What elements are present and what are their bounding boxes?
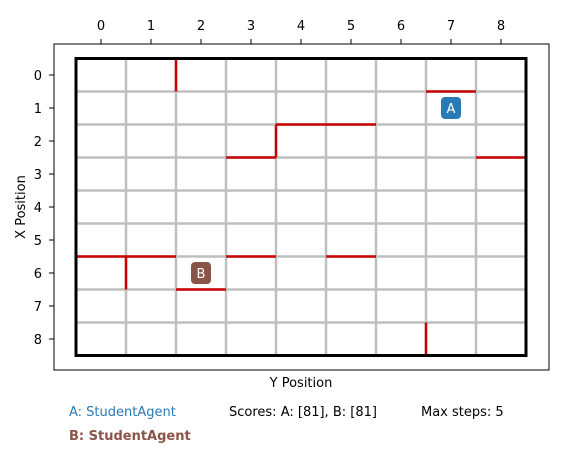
y-tick-label: 4 xyxy=(34,201,42,216)
y-axis-label: X Position xyxy=(14,175,29,239)
y-tick-label: 5 xyxy=(34,234,42,249)
x-tick-label: 5 xyxy=(347,19,355,34)
agent-b-label: B xyxy=(197,267,206,282)
x-tick-label: 6 xyxy=(397,19,405,34)
x-tick-label: 8 xyxy=(497,19,505,34)
x-tick-label: 7 xyxy=(447,19,455,34)
agent-b-legend: B: StudentAgent xyxy=(69,429,191,444)
y-tick-label: 8 xyxy=(34,333,42,348)
agent-b-marker xyxy=(191,262,211,284)
x-axis-label: Y Position xyxy=(269,376,333,391)
game-board: 0 1 2 3 4 5 6 7 8 0 1 2 3 4 5 6 7 8 Y Position X Position A B xyxy=(14,19,550,391)
y-tick-label: 2 xyxy=(34,135,42,150)
y-tick-label: 0 xyxy=(34,69,42,84)
board-border xyxy=(74,57,528,357)
y-tick-label: 3 xyxy=(34,168,42,183)
x-tick-label: 0 xyxy=(97,19,105,34)
y-tick-label: 6 xyxy=(34,267,42,282)
agent-a-marker xyxy=(441,97,461,119)
agent-a-label: A xyxy=(447,102,456,117)
x-tick-label: 4 xyxy=(297,19,305,34)
scores-text: Scores: A: [81], B: [81] xyxy=(229,405,377,420)
max-steps-text: Max steps: 5 xyxy=(421,405,504,420)
x-tick-label: 1 xyxy=(147,19,155,34)
x-tick-label: 2 xyxy=(197,19,205,34)
agent-a-legend: A: StudentAgent xyxy=(69,405,176,420)
y-tick-label: 1 xyxy=(34,102,42,117)
y-tick-label: 7 xyxy=(34,300,42,315)
x-tick-label: 3 xyxy=(247,19,255,34)
